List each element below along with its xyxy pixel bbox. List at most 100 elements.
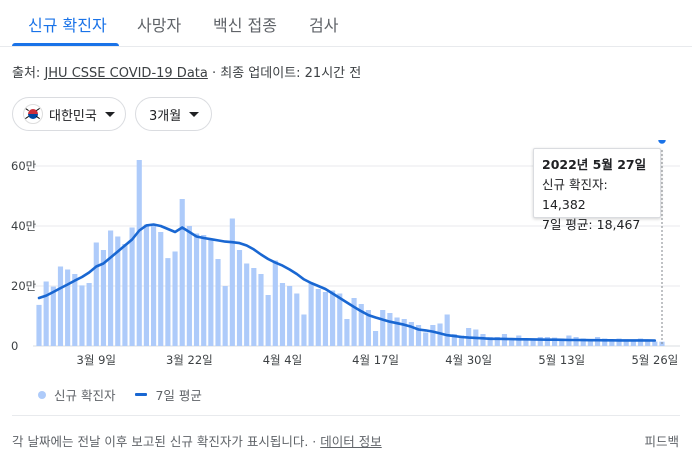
case-bar xyxy=(251,268,257,346)
legend-line-label: 7일 평균 xyxy=(155,388,202,403)
case-bar xyxy=(330,290,336,346)
tooltip-date: 2022년 5월 27일 xyxy=(542,157,647,172)
case-bar xyxy=(623,339,629,346)
case-bar xyxy=(315,289,321,346)
x-tick-label: 4월 4일 xyxy=(263,353,302,367)
y-tick-label: 40만 xyxy=(11,219,37,233)
case-bar xyxy=(222,286,228,346)
cases-chart[interactable]: 0 20만 40만 60만 3월 9일 3월 22일 4월 4일 4월 17일 4월 30일 5… xyxy=(0,140,692,380)
case-bar xyxy=(616,338,622,346)
case-bar xyxy=(387,313,393,346)
case-bar xyxy=(516,335,522,346)
tab-deaths[interactable]: 사망자 xyxy=(137,16,182,35)
case-bar xyxy=(602,338,608,346)
y-tick-label: 0 xyxy=(11,339,18,353)
case-bar xyxy=(494,337,500,346)
period-dropdown[interactable]: 3개월 xyxy=(135,97,212,131)
tab-vaccination[interactable]: 백신 접종 xyxy=(213,16,277,35)
case-bar xyxy=(172,251,178,346)
case-bar xyxy=(580,338,586,346)
line-legend-swatch xyxy=(135,393,148,396)
case-bar xyxy=(415,325,422,346)
case-bar xyxy=(72,274,78,346)
dropdown-arrow-icon xyxy=(189,111,200,117)
tab-tests[interactable]: 검사 xyxy=(309,16,339,35)
case-bar xyxy=(279,283,286,346)
case-bar xyxy=(122,244,128,346)
case-bar xyxy=(523,338,529,346)
hover-marker xyxy=(656,140,668,346)
case-bar xyxy=(208,239,214,346)
case-bar xyxy=(301,314,307,346)
x-axis-labels: 3월 9일 3월 22일 4월 4일 4월 17일 4월 30일 5월 13일 5월 26일 xyxy=(77,353,679,367)
country-dropdown[interactable]: 대한민국 xyxy=(12,97,126,131)
chart-tooltip: 2022년 5월 27일 신규 확진자: 14,382 7일 평균: 18,46… xyxy=(533,148,661,232)
last-updated: · 최종 업데이트: 21시간 전 xyxy=(207,66,362,81)
case-bar xyxy=(308,283,314,346)
y-tick-label: 20만 xyxy=(11,279,37,293)
case-bar xyxy=(258,274,264,346)
case-bar xyxy=(236,250,243,346)
case-bar xyxy=(609,340,615,346)
case-bar xyxy=(344,319,350,346)
case-bar xyxy=(559,338,565,346)
source-link[interactable]: JHU CSSE COVID-19 Data xyxy=(44,66,208,81)
tooltip-average: 7일 평균: 18,467 xyxy=(542,217,641,232)
case-bar xyxy=(244,263,250,346)
tooltip-cases: 신규 확진자: 14,382 xyxy=(542,177,608,212)
case-bar xyxy=(451,334,457,346)
feedback-link[interactable]: 피드백 xyxy=(644,434,679,449)
case-bar xyxy=(645,340,651,346)
case-bar xyxy=(630,340,636,346)
case-bar xyxy=(322,292,329,346)
case-bar xyxy=(57,266,64,346)
average-line xyxy=(37,223,657,342)
x-tick-label: 5월 13일 xyxy=(538,353,585,367)
x-tick-label: 3월 22일 xyxy=(166,353,213,367)
tab-new-cases[interactable]: 신규 확진자 xyxy=(28,16,107,35)
case-bar xyxy=(372,331,379,346)
case-bar xyxy=(423,332,429,346)
case-bar xyxy=(652,341,658,346)
footer-divider xyxy=(12,415,680,416)
case-bar xyxy=(480,334,486,346)
x-tick-label: 5월 26일 xyxy=(631,353,678,367)
case-bar xyxy=(229,218,235,346)
case-bar xyxy=(408,322,414,346)
case-bar xyxy=(573,337,579,346)
case-bar xyxy=(458,335,465,346)
case-bar xyxy=(93,242,99,346)
case-bar xyxy=(509,338,515,346)
dropdown-arrow-icon xyxy=(104,111,115,117)
case-bar xyxy=(265,295,271,346)
case-bar xyxy=(65,269,71,346)
case-bar xyxy=(36,304,42,346)
country-label: 대한민국 xyxy=(49,108,97,124)
case-bar xyxy=(193,233,200,346)
case-bar xyxy=(50,286,56,346)
case-bar xyxy=(351,298,357,346)
case-bar xyxy=(129,227,135,346)
daily-cases-bars xyxy=(36,160,665,346)
case-bar xyxy=(552,337,558,346)
data-info-link[interactable]: 데이터 정보 xyxy=(320,434,382,449)
case-bar xyxy=(115,236,121,346)
x-tick-label: 3월 9일 xyxy=(77,353,116,367)
case-bar xyxy=(380,310,386,346)
case-bar xyxy=(394,317,400,346)
seven-day-average-line xyxy=(37,223,657,342)
case-bar xyxy=(294,293,300,346)
case-bar xyxy=(79,285,85,346)
case-bar xyxy=(158,232,164,346)
case-bar xyxy=(201,235,207,346)
case-bar xyxy=(136,160,142,346)
bar-legend-swatch xyxy=(38,390,46,399)
case-bar xyxy=(186,226,192,346)
case-bar xyxy=(544,337,551,346)
case-bar xyxy=(587,340,593,346)
case-bar xyxy=(594,337,601,346)
source-prefix: 출처: xyxy=(12,66,45,81)
case-bar xyxy=(43,281,49,346)
legend-bars-label: 신규 확진자 xyxy=(54,388,116,403)
case-bar xyxy=(215,259,221,346)
